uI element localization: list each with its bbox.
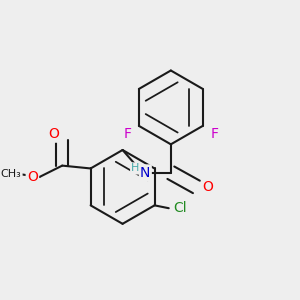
Text: O: O	[202, 180, 213, 194]
Text: N: N	[140, 166, 151, 180]
Text: F: F	[210, 128, 218, 141]
Text: F: F	[124, 128, 131, 141]
Text: H: H	[131, 164, 140, 173]
Text: O: O	[27, 170, 38, 184]
Text: CH₃: CH₃	[1, 169, 22, 179]
Text: O: O	[48, 128, 59, 141]
Text: Cl: Cl	[173, 201, 187, 215]
